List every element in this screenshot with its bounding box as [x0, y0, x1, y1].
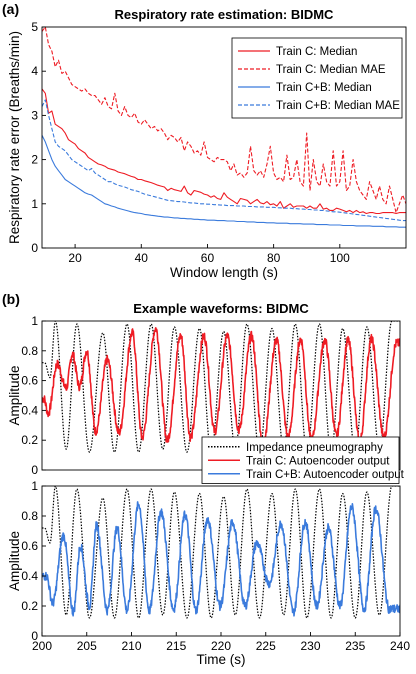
axes-box [41, 485, 401, 637]
series-line-0 [42, 321, 400, 453]
y-tick-label: 0 [31, 463, 38, 477]
y-tick-label: 0 [31, 241, 38, 255]
x-tick-label: 215 [166, 639, 186, 653]
y-tick-label: 0.8 [21, 509, 38, 523]
series-line-2 [42, 135, 406, 228]
x-tick-label: 210 [121, 639, 141, 653]
y-tick-label: 4 [31, 64, 38, 78]
series-group [42, 27, 406, 228]
x-tick-label: 235 [345, 639, 365, 653]
legend-entry-3: Train C+B: Median MAE [276, 100, 400, 112]
series-line-0 [42, 486, 400, 619]
x-tick-label: 100 [330, 251, 350, 265]
x-tick-label: 60 [201, 251, 215, 265]
legend-entry-1: Train C: Autoencoder output [246, 455, 390, 467]
axes-box [41, 26, 407, 249]
x-axis-label: Time (s) [197, 652, 246, 667]
y-tick-label: 0.2 [21, 433, 38, 447]
y-tick-label: 0.6 [21, 539, 38, 553]
legend-entry-1: Train C: Median MAE [276, 64, 386, 76]
x-tick-label: 205 [77, 639, 97, 653]
legend: Train C: Median Train C: Median MAE Train … [231, 37, 403, 119]
y-tick-label: 1 [31, 197, 38, 211]
y-axis-label: Amplitude [7, 365, 22, 425]
x-tick-label: 230 [300, 639, 320, 653]
x-tick-label: 225 [256, 639, 276, 653]
chart-title: Respiratory rate estimation: BIDMC [115, 7, 334, 22]
x-tick-label: 20 [68, 251, 82, 265]
rr-error-chart: Respiratory rate estimation: BIDMC 0 1 2 3 4 5… [7, 7, 407, 280]
legend-entry-2: Train C+B: Median [276, 82, 372, 94]
x-tick-label: 200 [32, 639, 52, 653]
panel-b-label: (b) [2, 291, 20, 307]
x-tick-label: 40 [135, 251, 149, 265]
panel-a-label: (a) [2, 1, 19, 17]
y-tick-label: 5 [31, 20, 38, 34]
y-tick-label: 1 [31, 314, 38, 328]
series-line-1 [42, 327, 400, 446]
waveform-chart-train-c: Example waveforms: BIDMC 0 0.2 0.4 0.6 0.8 1 Am… [7, 301, 401, 477]
x-axis-label: Window length (s) [170, 265, 278, 280]
series-group [42, 486, 400, 619]
series-line-3 [42, 99, 406, 222]
y-tick-label: 3 [31, 108, 38, 122]
x-tick-label: 220 [211, 639, 231, 653]
y-tick-label: 0.6 [21, 374, 38, 388]
series-line-1 [42, 27, 406, 214]
y-tick-label: 0.2 [21, 599, 38, 613]
y-tick-label: 0.4 [21, 403, 38, 417]
legend-entry-2: Train C+B: Autoencoder output [246, 469, 405, 481]
legend-entry-0: Train C: Median [276, 46, 357, 58]
waveform-chart-train-cb: 0 0.2 0.4 0.6 0.8 1 200 205 210 215 220 225 230 235 24… [7, 436, 410, 667]
series-group [42, 321, 400, 453]
y-tick-label: 0.4 [21, 569, 38, 583]
chart-title: Example waveforms: BIDMC [133, 301, 309, 316]
legend-entry-0: Impedance pneumography [246, 442, 383, 454]
series-line-1 [42, 501, 400, 617]
y-tick-label: 0 [31, 629, 38, 643]
y-tick-label: 0.8 [21, 344, 38, 358]
series-line-0 [42, 88, 406, 215]
y-tick-label: 2 [31, 153, 38, 167]
y-axis-label: Respiratory rate error (Breaths/min) [7, 31, 22, 244]
y-tick-label: 1 [31, 479, 38, 493]
y-axis-label: Amplitude [7, 531, 22, 591]
x-tick-label: 240 [390, 639, 410, 653]
x-tick-label: 80 [267, 251, 281, 265]
